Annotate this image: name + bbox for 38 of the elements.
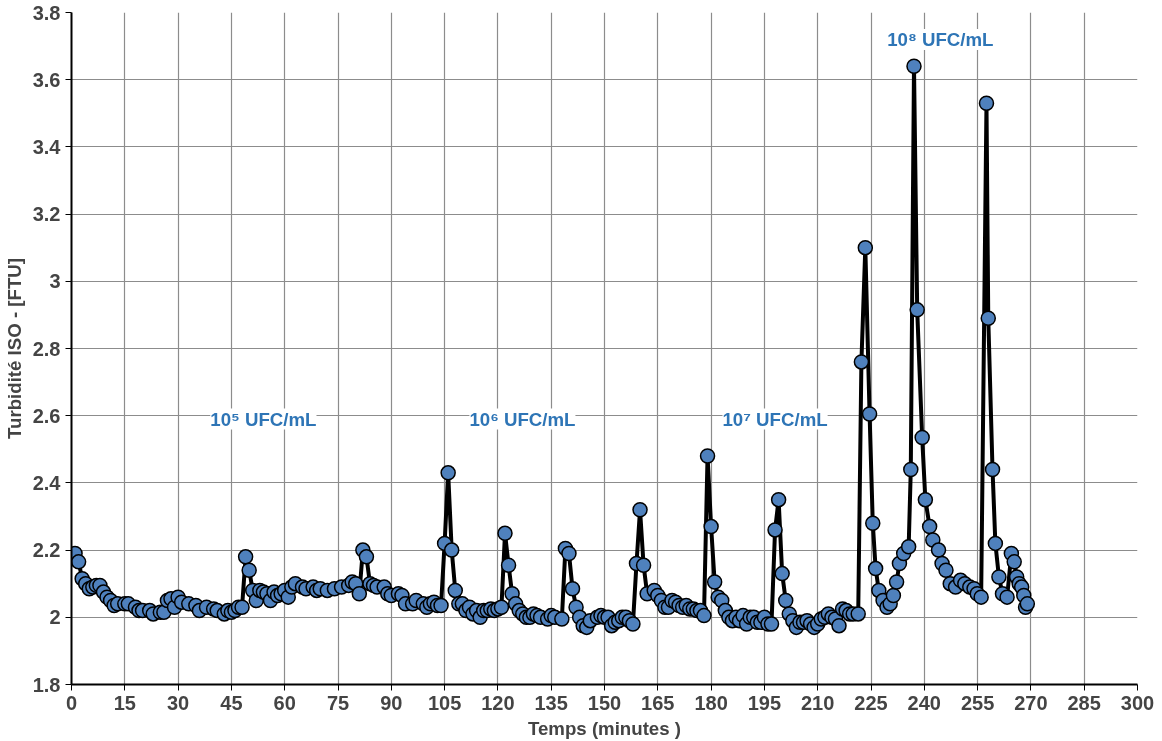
x-tick-label: 300	[1120, 691, 1155, 714]
x-tick-label: 195	[747, 691, 782, 714]
x-tick-label: 90	[380, 691, 403, 714]
y-tick-label: 3	[49, 270, 61, 293]
x-tick-label: 30	[166, 691, 190, 714]
x-axis-title: Temps (minutes )	[527, 717, 682, 739]
x-tick-label: 0	[65, 691, 78, 714]
y-tick-label: 3.6	[32, 68, 61, 91]
annotation: 10⁸ UFC/mL	[887, 28, 994, 50]
x-tick-label: 120	[481, 691, 515, 714]
y-tick-label: 2.6	[32, 404, 61, 427]
y-tick-label: 2.2	[32, 539, 61, 562]
y-tick-label: 2.4	[32, 471, 62, 494]
y-tick-label: 3.8	[32, 1, 61, 24]
x-tick-label: 60	[273, 691, 296, 714]
x-tick-label: 150	[587, 691, 622, 714]
annotation: 10⁷ UFC/mL	[722, 408, 828, 430]
x-tick-label: 225	[854, 691, 888, 714]
x-tick-label: 165	[641, 691, 675, 714]
x-tick-label: 75	[326, 691, 350, 714]
x-tick-label: 240	[907, 691, 941, 714]
annotation: 10⁶ UFC/mL	[469, 408, 576, 430]
x-tick-label: 105	[427, 691, 462, 714]
y-tick-label: 3.2	[32, 203, 61, 226]
y-tick-label: 1.8	[32, 673, 61, 696]
y-tick-label: 2.8	[32, 337, 61, 360]
x-tick-label: 270	[1014, 691, 1048, 714]
x-tick-label: 255	[960, 691, 995, 714]
y-tick-label: 3.4	[32, 135, 62, 158]
x-tick-label: 135	[534, 691, 568, 714]
y-axis-title: Turbidité ISO - [FTU]	[3, 257, 25, 439]
x-tick-label: 45	[220, 691, 243, 714]
annotation: 10⁵ UFC/mL	[210, 408, 317, 430]
x-tick-label: 180	[694, 691, 728, 714]
x-tick-label: 15	[113, 691, 136, 714]
y-tick-label: 2	[49, 606, 61, 629]
x-tick-label: 285	[1067, 691, 1101, 714]
x-tick-label: 210	[801, 691, 835, 714]
